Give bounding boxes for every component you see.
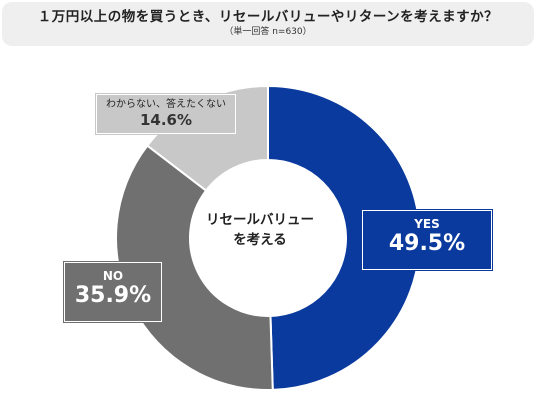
center-label-line2: を考える [233,232,287,248]
dont-know-label: わからない、答えたくない [106,99,226,110]
donut-hole [190,160,346,316]
callout-yes: YES 49.5% [361,209,493,271]
callout-dont-know: わからない、答えたくない 14.6% [95,93,237,135]
dont-know-value: 14.6% [139,111,193,129]
no-label: NO [102,269,124,283]
title-bar: １万円以上の物を買うとき、リセールバリューやリターンを考えますか？ （単一回答 … [2,2,534,46]
yes-value: 49.5% [388,231,466,256]
center-label: リセールバリュー を考える [190,210,330,250]
center-label-line1: リセールバリュー [206,212,314,228]
yes-label: YES [414,217,440,231]
no-value: 35.9% [74,283,152,308]
donut-slices [115,84,421,391]
chart-subtitle: （単一回答 n=630） [224,27,312,37]
callout-no: NO 35.9% [63,261,163,323]
chart-title: １万円以上の物を買うとき、リセールバリューやリターンを考えますか？ [37,9,499,25]
